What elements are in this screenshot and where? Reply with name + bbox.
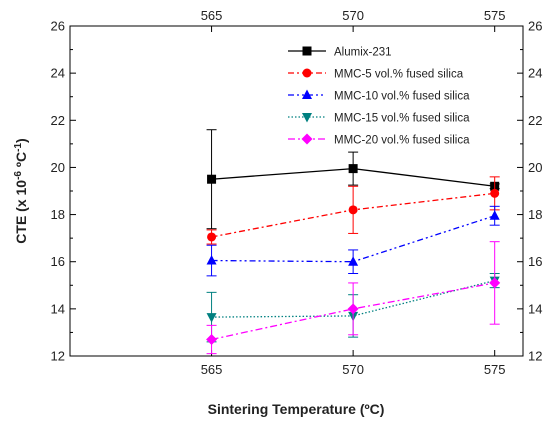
y-tick-label-right: 22 (528, 113, 542, 128)
series-line (211, 282, 495, 341)
y-tick-label-right: 26 (528, 19, 542, 34)
legend-label: MMC-20 vol.% fused silica (334, 135, 470, 147)
x-tick-label-top: 570 (342, 8, 364, 23)
legend-label: MMC-10 vol.% fused silica (334, 91, 470, 103)
y-tick-label-left: 26 (51, 19, 65, 34)
legend-item-2: MMC-5 vol.% fused silica (288, 68, 464, 81)
data-point (207, 232, 217, 242)
legend-item-5: MMC-20 vol.% fused silica (288, 133, 470, 147)
data-point (206, 313, 217, 323)
data-point (490, 188, 500, 198)
series-5 (206, 241, 501, 355)
data-point (348, 164, 358, 174)
y-tick-label-left: 24 (51, 66, 65, 81)
legend: Alumix-231 MMC-5 vol.% fused silica MMC-10… (288, 46, 470, 147)
x-tick-label-bottom: 575 (484, 362, 506, 377)
series-3 (206, 205, 500, 277)
x-axis-title: Sintering Temperature (ºC) (208, 401, 385, 417)
data-point (206, 255, 217, 265)
legend-item-3: MMC-10 vol.% fused silica (288, 89, 470, 103)
y-tick-label-right: 18 (528, 207, 542, 222)
y-tick-label-right: 20 (528, 160, 542, 175)
y-tick-label-right: 14 (528, 301, 542, 316)
series-line (211, 215, 495, 263)
data-point (348, 256, 359, 266)
x-tick-label-bottom: 570 (342, 362, 364, 377)
y-tick-label-right: 16 (528, 254, 542, 269)
y-tick-label-left: 18 (51, 207, 65, 222)
legend-item-4: MMC-15 vol.% fused silica (288, 113, 470, 125)
legend-marker (302, 46, 312, 56)
y-tick-label-left: 14 (51, 301, 65, 316)
data-point (489, 210, 500, 220)
legend-label: MMC-5 vol.% fused silica (334, 69, 464, 81)
x-tick-label-bottom: 565 (201, 362, 223, 377)
data-point (207, 174, 217, 184)
data-point (348, 205, 358, 215)
y-tick-label-left: 12 (51, 349, 65, 364)
legend-marker (302, 68, 312, 78)
data-point (489, 277, 501, 289)
y-axis-title: CTE (x 10-6 ºC-1) (13, 138, 29, 243)
legend-marker (302, 89, 312, 99)
data-point (206, 334, 218, 345)
series-2 (206, 176, 500, 245)
series-layer (206, 129, 501, 355)
legend-marker (301, 133, 313, 145)
y-tick-label-right: 12 (528, 349, 542, 364)
legend-item-1: Alumix-231 (288, 46, 392, 59)
legend-label: Alumix-231 (334, 47, 392, 59)
x-tick-label-top: 575 (484, 8, 506, 23)
series-line (211, 279, 495, 318)
x-tick-label-top: 565 (201, 8, 223, 23)
legend-label: MMC-15 vol.% fused silica (334, 113, 470, 125)
ticks-layer: 565 565 570 570 575 575 12 12 14 14 16 16 18 18 20 20 22… (51, 8, 543, 377)
y-tick-label-left: 16 (51, 254, 65, 269)
data-point (347, 303, 359, 315)
y-tick-label-left: 20 (51, 160, 65, 175)
legend-marker (302, 113, 312, 123)
y-tick-label-right: 24 (528, 66, 542, 81)
y-tick-label-left: 22 (51, 113, 65, 128)
